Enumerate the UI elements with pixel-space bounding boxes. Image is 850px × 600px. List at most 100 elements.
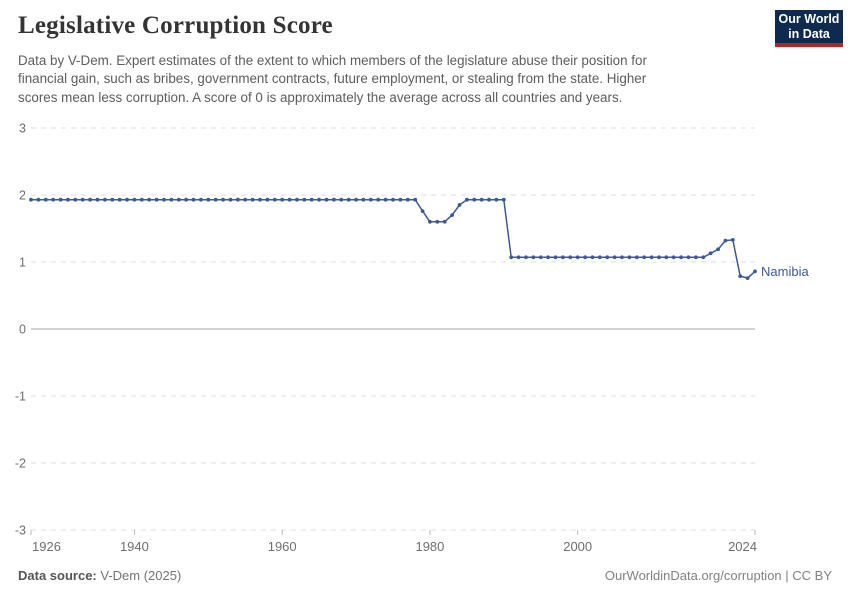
data-point[interactable] <box>679 255 683 260</box>
data-point[interactable] <box>753 269 757 274</box>
data-point[interactable] <box>324 197 329 202</box>
data-point[interactable] <box>428 219 432 224</box>
data-point[interactable] <box>686 255 691 260</box>
data-point[interactable] <box>206 197 211 202</box>
data-point[interactable] <box>738 274 743 278</box>
data-point[interactable] <box>73 197 78 202</box>
data-point[interactable] <box>361 197 366 202</box>
data-point[interactable] <box>66 197 70 202</box>
data-point[interactable] <box>620 255 624 260</box>
data-point[interactable] <box>132 197 137 202</box>
data-point[interactable] <box>265 197 270 202</box>
data-point[interactable] <box>701 255 706 260</box>
data-point[interactable] <box>716 247 720 252</box>
owid-logo[interactable]: Our World in Data <box>775 10 843 47</box>
data-point[interactable] <box>272 197 277 202</box>
data-point[interactable] <box>184 197 189 202</box>
data-point[interactable] <box>339 197 344 202</box>
data-point[interactable] <box>258 197 262 202</box>
data-point[interactable] <box>420 209 425 213</box>
data-point[interactable] <box>598 255 602 260</box>
data-point[interactable] <box>368 197 373 202</box>
data-point[interactable] <box>730 238 735 242</box>
data-point[interactable] <box>221 197 226 202</box>
data-point[interactable] <box>103 197 107 202</box>
data-point[interactable] <box>80 197 85 202</box>
data-point[interactable] <box>36 197 41 202</box>
data-point[interactable] <box>723 238 728 243</box>
line-chart-canvas[interactable]: 3 2 1 0 -1 -2 -3 1926 1940 1960 1980 2000 2024 Namibi… <box>0 113 850 568</box>
data-point[interactable] <box>228 197 233 202</box>
data-point[interactable] <box>405 197 410 202</box>
data-point[interactable] <box>509 255 514 260</box>
data-point[interactable] <box>457 203 462 207</box>
data-point[interactable] <box>176 197 181 202</box>
data-point[interactable] <box>346 197 351 202</box>
data-point[interactable] <box>501 197 506 202</box>
data-point[interactable] <box>29 197 33 202</box>
data-point[interactable] <box>694 255 698 260</box>
data-point[interactable] <box>642 255 647 260</box>
data-point[interactable] <box>117 197 122 202</box>
data-point[interactable] <box>671 255 676 260</box>
data-point[interactable] <box>88 197 92 202</box>
data-point[interactable] <box>139 197 144 202</box>
data-point[interactable] <box>295 197 299 202</box>
data-point[interactable] <box>398 197 403 202</box>
data-point[interactable] <box>354 197 358 202</box>
data-point[interactable] <box>287 197 292 202</box>
data-point[interactable] <box>516 255 521 260</box>
data-point[interactable] <box>236 197 240 202</box>
data-point[interactable] <box>213 197 218 202</box>
data-point[interactable] <box>590 255 595 260</box>
data-point[interactable] <box>561 255 565 260</box>
data-point[interactable] <box>162 197 166 202</box>
data-point[interactable] <box>154 197 159 202</box>
data-point[interactable] <box>634 255 639 260</box>
data-point[interactable] <box>708 251 713 256</box>
data-point[interactable] <box>199 197 203 202</box>
data-point[interactable] <box>376 197 381 202</box>
data-point[interactable] <box>494 197 499 202</box>
data-point[interactable] <box>538 255 543 260</box>
data-point[interactable] <box>657 255 661 260</box>
data-point[interactable] <box>383 197 388 202</box>
data-point[interactable] <box>479 197 484 202</box>
data-point[interactable] <box>243 197 248 202</box>
data-point[interactable] <box>191 197 196 202</box>
data-point[interactable] <box>391 197 395 202</box>
data-point[interactable] <box>125 197 129 202</box>
data-point[interactable] <box>487 197 491 202</box>
data-point[interactable] <box>583 255 587 260</box>
data-point[interactable] <box>332 197 336 202</box>
data-point[interactable] <box>435 219 440 224</box>
data-point[interactable] <box>95 197 100 202</box>
footer-link[interactable]: OurWorldinData.org/corruption | CC BY <box>604 568 832 583</box>
data-point[interactable] <box>568 255 573 260</box>
data-point[interactable] <box>612 255 617 260</box>
data-point[interactable] <box>413 197 418 202</box>
data-point[interactable] <box>531 255 536 260</box>
data-point[interactable] <box>442 219 447 224</box>
data-point[interactable] <box>575 255 580 260</box>
data-point[interactable] <box>51 197 56 202</box>
data-point[interactable] <box>302 197 307 202</box>
data-point[interactable] <box>649 255 654 260</box>
data-point[interactable] <box>627 255 632 260</box>
data-point[interactable] <box>605 255 610 260</box>
data-point[interactable] <box>450 213 454 217</box>
data-point[interactable] <box>664 255 669 260</box>
data-point[interactable] <box>147 197 152 202</box>
data-point[interactable] <box>745 276 750 280</box>
data-point[interactable] <box>309 197 314 202</box>
data-point[interactable] <box>43 197 48 202</box>
data-point[interactable] <box>169 197 174 202</box>
series-line-namibia[interactable] <box>31 198 756 279</box>
data-point[interactable] <box>280 197 285 202</box>
data-point[interactable] <box>58 197 63 202</box>
data-point[interactable] <box>110 197 115 202</box>
data-point[interactable] <box>472 197 477 202</box>
data-point[interactable] <box>553 255 558 260</box>
data-point[interactable] <box>546 255 550 260</box>
data-point[interactable] <box>524 255 528 260</box>
